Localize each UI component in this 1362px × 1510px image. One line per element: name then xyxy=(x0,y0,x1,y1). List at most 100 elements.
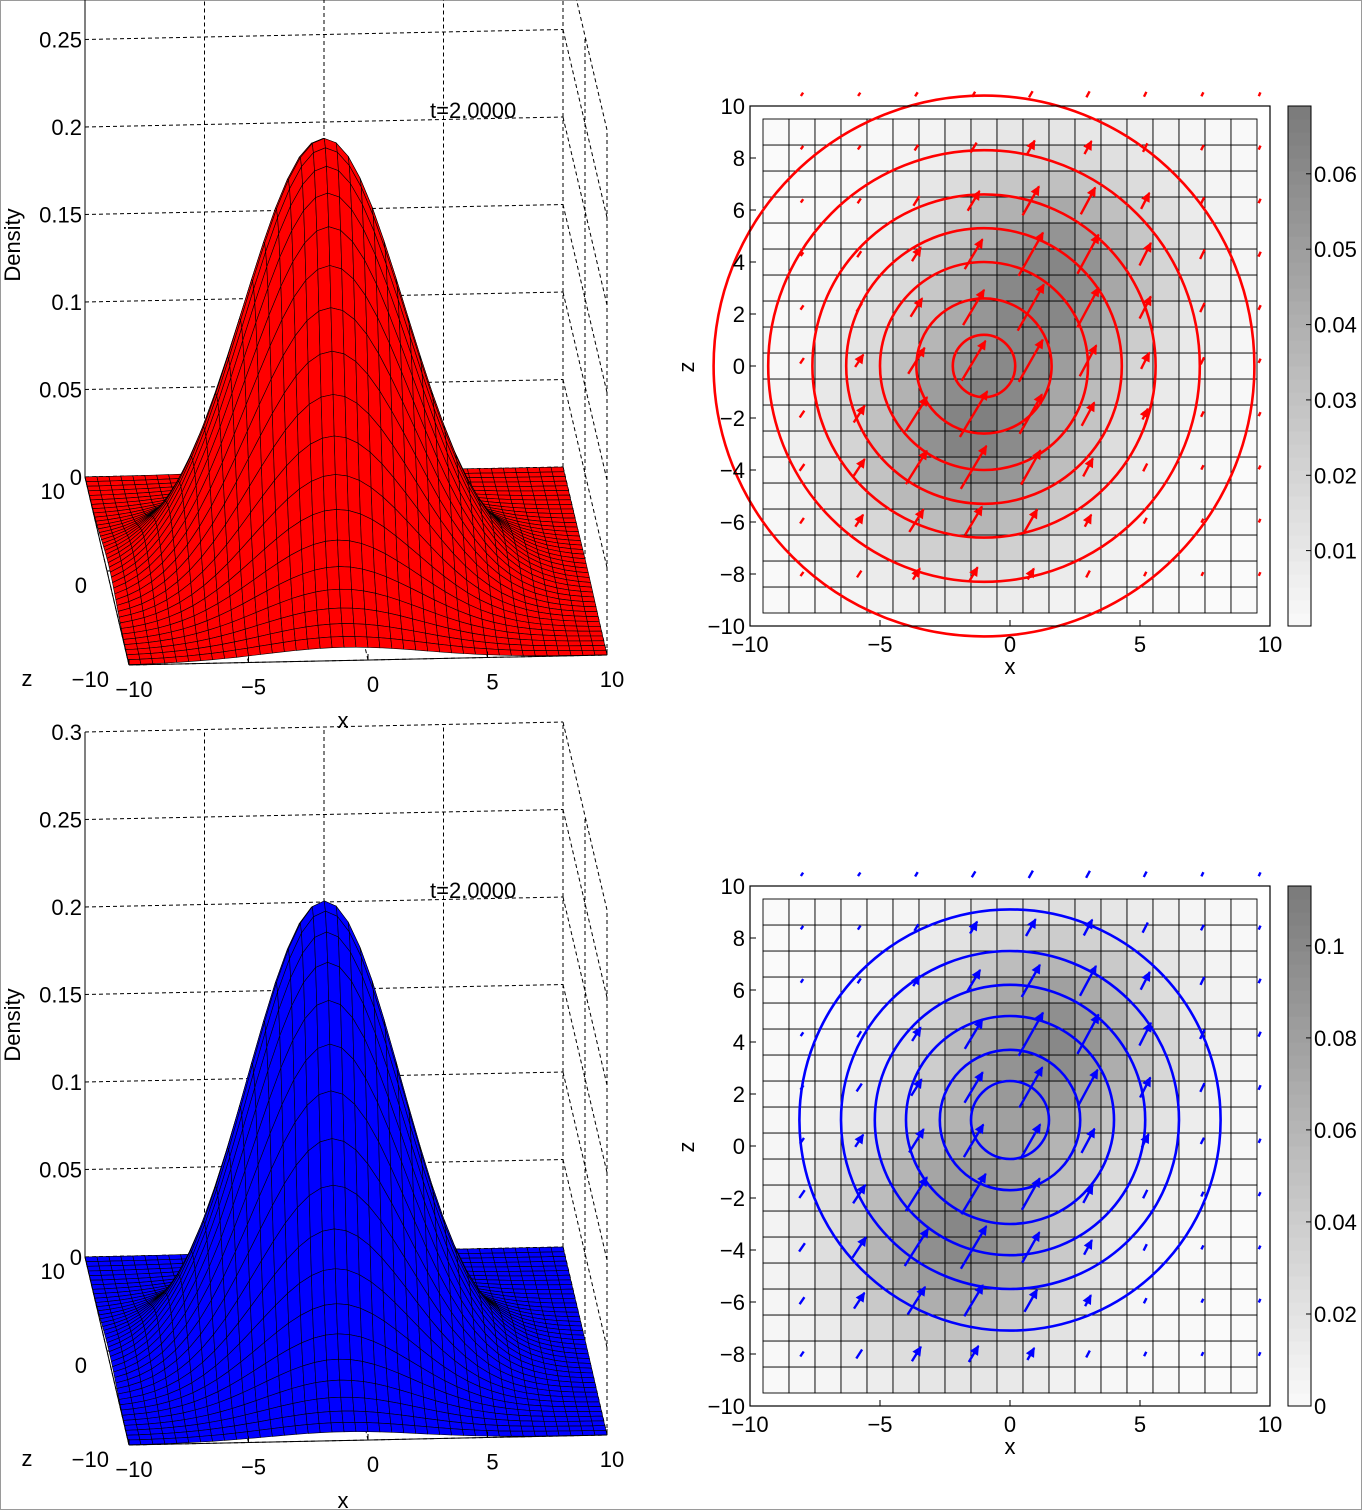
surface-patch xyxy=(478,468,493,474)
z-tick-label: 0.1 xyxy=(51,290,82,315)
arrow-head xyxy=(1031,1123,1041,1135)
arrow-head xyxy=(1028,508,1038,520)
surface-patch xyxy=(333,1228,348,1271)
arrow-head xyxy=(916,1285,926,1297)
surface-patch xyxy=(349,540,363,570)
density-cell xyxy=(1152,1054,1180,1082)
density-cell xyxy=(1022,1210,1050,1238)
density-cell xyxy=(814,1158,842,1186)
surface-patch xyxy=(317,265,332,312)
surface-patch xyxy=(270,642,285,654)
surface-patch xyxy=(365,1411,380,1424)
surface-patch xyxy=(517,476,531,483)
surface-patch xyxy=(97,480,112,487)
arrow-head xyxy=(912,1026,922,1038)
surface-patch xyxy=(495,1419,510,1427)
surface-patch xyxy=(269,1417,284,1430)
surface-patch xyxy=(326,165,340,198)
velocity-arrow xyxy=(1200,464,1205,471)
arrow-head xyxy=(977,1225,987,1236)
y-tick-label: −2 xyxy=(720,1186,745,1211)
velocity-arrow xyxy=(856,250,863,258)
z-tick-label: 0.15 xyxy=(39,983,82,1008)
colorbar-band xyxy=(1288,431,1311,445)
density-cell xyxy=(788,378,816,406)
surface-patch xyxy=(568,1320,583,1327)
surface-patch xyxy=(388,1401,402,1416)
surface-patch xyxy=(307,1141,322,1197)
density-cell xyxy=(814,456,842,484)
surface-patch xyxy=(544,1425,559,1432)
density-cell xyxy=(788,118,816,146)
density-cell xyxy=(814,560,842,588)
surface-patch xyxy=(494,481,508,487)
surface-patch xyxy=(522,1279,537,1286)
surface-patch xyxy=(150,652,165,659)
density-cell xyxy=(814,508,842,536)
density-cell xyxy=(762,898,790,926)
velocity-arrow xyxy=(1257,198,1262,204)
velocity-arrow xyxy=(1199,976,1206,986)
density-cell xyxy=(1048,170,1076,198)
arrow-head xyxy=(1031,1177,1041,1189)
velocity-arrow xyxy=(1142,871,1148,878)
surface-patch xyxy=(527,1251,542,1258)
density-cell xyxy=(944,1366,972,1394)
density-cell xyxy=(1178,482,1206,510)
arrow-head xyxy=(919,1227,929,1239)
colorbar-band xyxy=(1288,1276,1311,1290)
surface-patch xyxy=(572,1391,587,1398)
colorbar-band xyxy=(1288,1211,1311,1225)
surface-patch xyxy=(478,1248,493,1254)
surface-patch xyxy=(309,1230,324,1277)
density-cell xyxy=(1152,1028,1180,1056)
surface-patch xyxy=(332,1184,347,1232)
density-cell xyxy=(970,586,998,614)
density-cell xyxy=(1204,1106,1232,1134)
surface-patch xyxy=(540,1405,555,1412)
surface-patch xyxy=(550,466,565,473)
surface-patch xyxy=(534,499,549,505)
surface-patch xyxy=(338,1358,352,1381)
density-cell xyxy=(1178,898,1206,926)
surface-patch xyxy=(508,643,523,651)
density-cell xyxy=(1230,456,1258,484)
surface-patch xyxy=(470,481,485,487)
surface-patch xyxy=(314,931,328,968)
z-axis-label: Density xyxy=(0,208,25,281)
colorbar-band xyxy=(1288,1042,1311,1056)
y-tick-label: 0 xyxy=(733,354,745,379)
velocity-arrow xyxy=(1143,571,1148,577)
surface-patch xyxy=(502,1247,517,1254)
surface-patch xyxy=(514,467,529,473)
surface-patch xyxy=(388,612,402,630)
density-cell xyxy=(996,1288,1024,1316)
surface-patch xyxy=(518,632,533,641)
surface-patch xyxy=(581,1430,596,1436)
colorbar-band xyxy=(1288,1081,1311,1095)
surface-patch xyxy=(496,643,511,651)
surface-patch xyxy=(156,474,171,480)
surface-patch xyxy=(316,226,331,270)
velocity-arrow xyxy=(1200,1351,1205,1357)
density-cell xyxy=(918,976,946,1004)
surface-patch xyxy=(469,477,483,483)
surface-patch xyxy=(515,472,530,478)
surface-patch xyxy=(592,1425,607,1431)
surface-patch xyxy=(174,1431,189,1439)
velocity-arrow xyxy=(1200,1244,1205,1250)
density-cell xyxy=(1074,378,1102,406)
surface-patch xyxy=(341,1410,356,1423)
density-cell xyxy=(1152,1262,1180,1290)
surface-patch xyxy=(109,480,124,486)
density-cell xyxy=(762,1288,790,1316)
surface-patch xyxy=(315,1380,330,1400)
density-cell xyxy=(814,1132,842,1160)
surface-patch xyxy=(316,999,331,1049)
colorbar-band xyxy=(1288,392,1311,406)
surface-patch xyxy=(571,1334,586,1341)
density-cell xyxy=(1126,560,1154,588)
arrow-head xyxy=(977,1172,987,1184)
density-cell xyxy=(1152,1184,1180,1212)
time-label: t=2.0000 xyxy=(430,98,516,123)
